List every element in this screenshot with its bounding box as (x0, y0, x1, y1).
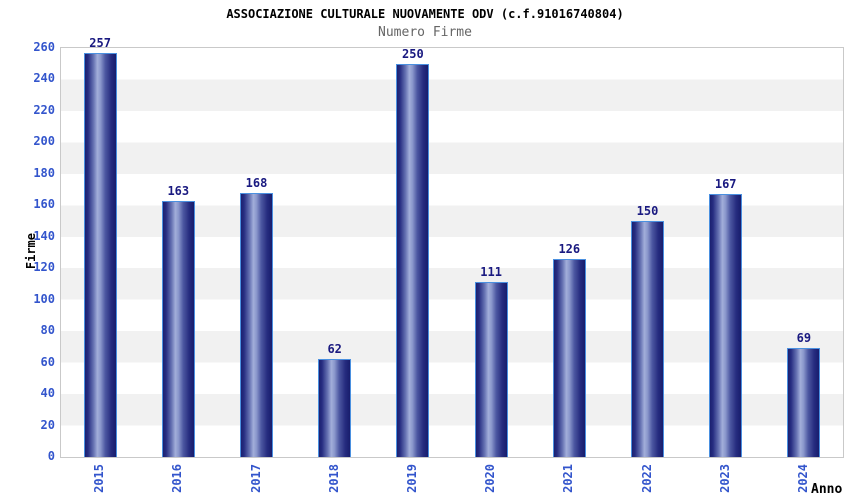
bar-value-label: 250 (402, 46, 424, 61)
y-tick-label: 140 (33, 228, 55, 243)
bar-2015 (83, 52, 117, 457)
y-tick-label: 60 (40, 354, 55, 369)
x-tick-label: 2018 (326, 464, 341, 493)
bar-value-label: 62 (327, 342, 342, 357)
bar-2016 (161, 200, 195, 457)
x-tick-label: 2016 (170, 464, 185, 493)
x-tick-label: 2021 (561, 464, 576, 493)
y-tick-label: 240 (33, 71, 55, 86)
chart-title: ASSOCIAZIONE CULTURALE NUOVAMENTE ODV (c… (226, 7, 624, 21)
x-tick-label: 2017 (248, 464, 263, 493)
bar-2023 (709, 194, 743, 457)
y-tick-label: 160 (33, 197, 55, 212)
y-tick-label: 40 (40, 386, 55, 401)
y-tick-label: 180 (33, 165, 55, 180)
y-tick-label: 220 (33, 102, 55, 117)
x-tick-label: 2015 (92, 464, 107, 493)
bar-2020 (474, 282, 508, 457)
plot-area: 257 163 168 62 250 111 126 150 167 69 (60, 36, 844, 458)
y-tick-label: 0 (47, 449, 55, 463)
x-tick-label: 2024 (795, 464, 810, 493)
y-tick-label: 80 (40, 323, 55, 338)
bar-2019 (396, 63, 430, 457)
y-tick-label: 200 (33, 134, 55, 149)
x-axis-title: Anno (811, 482, 843, 497)
y-tick-label: 120 (33, 260, 55, 275)
bar-value-label: 168 (245, 175, 268, 190)
x-tick-label: 2019 (404, 464, 419, 493)
bar-2018 (318, 359, 352, 457)
bar-value-label: 69 (796, 331, 812, 346)
bar-2017 (240, 192, 273, 457)
bar-value-label: 167 (714, 177, 737, 192)
x-tick-label: 2020 (483, 464, 498, 493)
bar-value-label: 257 (89, 35, 111, 50)
y-axis-title: Firme (24, 233, 38, 270)
x-tick-label: 2022 (639, 464, 654, 493)
bar-value-label: 150 (636, 204, 659, 219)
x-tick-label: 2023 (717, 464, 732, 493)
bar-value-label: 111 (480, 265, 502, 280)
y-tick-label: 260 (33, 40, 55, 54)
y-tick-label: 100 (33, 291, 55, 306)
bar-value-label: 126 (558, 241, 581, 256)
chart-subtitle: Numero Firme (378, 25, 472, 40)
bar-2021 (552, 258, 586, 457)
bar-2022 (631, 221, 664, 457)
bar-2024 (787, 348, 821, 457)
bar-value-label: 163 (167, 183, 190, 198)
y-tick-label: 20 (40, 417, 55, 432)
